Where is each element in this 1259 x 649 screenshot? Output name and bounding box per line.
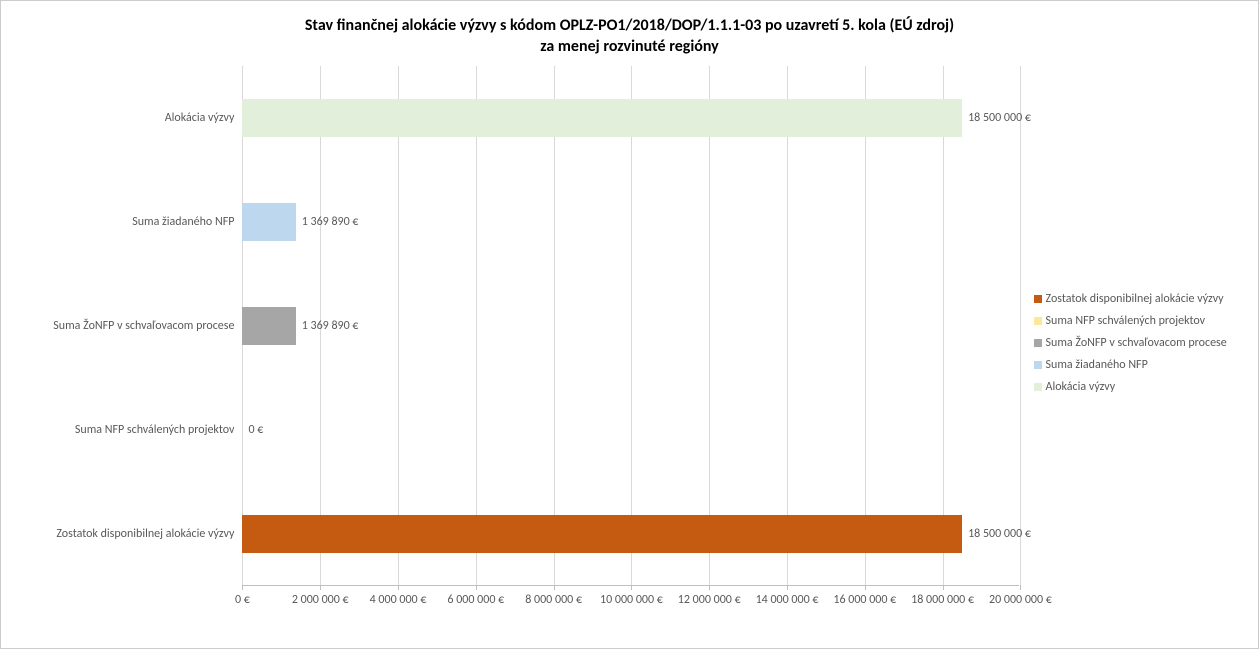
legend-item: Suma žiadaného NFP <box>1034 358 1248 372</box>
gridline <box>631 66 632 585</box>
x-tick <box>242 585 243 590</box>
legend-label: Suma ŽoNFP v schvaľovacom procese <box>1046 336 1227 350</box>
bar-value-label-suma_proces: 1 369 890 € <box>296 319 359 333</box>
plot-area: 0 €2 000 000 €4 000 000 €6 000 000 €8 00… <box>242 66 1018 586</box>
gridline <box>943 66 944 585</box>
chart-body: Alokácia výzvy Suma žiadaného NFP Suma ŽoN… <box>11 66 1248 621</box>
gridline <box>398 66 399 585</box>
legend-item: Suma ŽoNFP v schvaľovacom procese <box>1034 336 1248 350</box>
x-axis-label: 6 000 000 € <box>447 593 504 607</box>
bar-value-label-suma_ziadaneho: 1 369 890 € <box>296 215 359 229</box>
legend-item: Suma NFP schválených projektov <box>1034 314 1248 328</box>
y-axis: Alokácia výzvy Suma žiadaného NFP Suma ŽoN… <box>11 66 242 621</box>
gridline <box>554 66 555 585</box>
legend-swatch <box>1034 317 1042 325</box>
x-tick <box>631 585 632 590</box>
x-axis-label: 12 000 000 € <box>678 593 741 607</box>
chart-title-line2: za menej rozvinuté regióny <box>11 37 1248 58</box>
legend: Zostatok disponibilnej alokácie výzvy Sum… <box>1019 66 1248 621</box>
gridline <box>865 66 866 585</box>
legend-label: Suma NFP schválených projektov <box>1046 314 1206 328</box>
gridline <box>1020 66 1021 585</box>
y-axis-label-suma_ziadaneho: Suma žiadaného NFP <box>132 215 234 229</box>
x-tick <box>476 585 477 590</box>
x-tick <box>320 585 321 590</box>
legend-label: Alokácia výzvy <box>1046 380 1116 394</box>
bar-value-label-alokacia: 18 500 000 € <box>962 111 1031 125</box>
legend-swatch <box>1034 339 1042 347</box>
chart-title: Stav finančnej alokácie výzvy s kódom OP… <box>11 16 1248 58</box>
bar-suma_proces: 1 369 890 € <box>242 307 295 345</box>
y-axis-label-zostatok: Zostatok disponibilnej alokácie výzvy <box>56 527 234 541</box>
legend-item: Alokácia výzvy <box>1034 380 1248 394</box>
gridline <box>709 66 710 585</box>
x-tick <box>554 585 555 590</box>
bar-alokacia: 18 500 000 € <box>242 99 962 137</box>
x-axis-label: 4 000 000 € <box>370 593 427 607</box>
legend-item: Zostatok disponibilnej alokácie výzvy <box>1034 292 1248 306</box>
y-axis-label-suma_schvalenych: Suma NFP schválených projektov <box>75 423 235 437</box>
bar-suma_ziadaneho: 1 369 890 € <box>242 203 295 241</box>
bar-value-label-suma_schvalenych: 0 € <box>242 423 263 437</box>
y-axis-label-suma_proces: Suma ŽoNFP v schvaľovacom procese <box>53 319 234 333</box>
x-axis-label: 14 000 000 € <box>756 593 819 607</box>
chart-title-line1: Stav finančnej alokácie výzvy s kódom OP… <box>11 16 1248 37</box>
x-tick <box>398 585 399 590</box>
x-tick <box>1020 585 1021 590</box>
bar-zostatok: 18 500 000 € <box>242 515 962 553</box>
y-axis-label-alokacia: Alokácia výzvy <box>165 111 235 125</box>
x-axis-label: 20 000 000 € <box>989 593 1052 607</box>
x-tick <box>787 585 788 590</box>
gridline <box>476 66 477 585</box>
x-axis-label: 0 € <box>235 593 250 607</box>
legend-swatch <box>1034 383 1042 391</box>
legend-label: Suma žiadaného NFP <box>1046 358 1148 372</box>
x-axis-label: 8 000 000 € <box>525 593 582 607</box>
x-axis-label: 2 000 000 € <box>292 593 349 607</box>
bar-value-label-zostatok: 18 500 000 € <box>962 527 1031 541</box>
chart-container: Stav finančnej alokácie výzvy s kódom OP… <box>1 1 1258 648</box>
x-axis-label: 16 000 000 € <box>833 593 896 607</box>
legend-label: Zostatok disponibilnej alokácie výzvy <box>1046 292 1224 306</box>
x-axis-label: 10 000 000 € <box>600 593 663 607</box>
legend-swatch <box>1034 361 1042 369</box>
x-tick <box>709 585 710 590</box>
legend-swatch <box>1034 295 1042 303</box>
x-axis-label: 18 000 000 € <box>911 593 974 607</box>
x-tick <box>943 585 944 590</box>
x-tick <box>865 585 866 590</box>
gridline <box>787 66 788 585</box>
